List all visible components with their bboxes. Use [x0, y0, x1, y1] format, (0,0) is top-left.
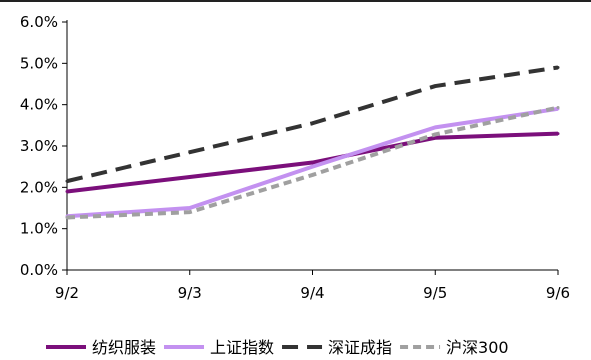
y-tick-label: 5.0% [20, 54, 58, 72]
series-3-point [433, 84, 437, 88]
x-tick-label: 9/5 [423, 284, 447, 302]
y-tick-label: 2.0% [20, 178, 58, 196]
series-4-point [188, 210, 192, 214]
x-tick-label: 9/3 [178, 284, 202, 302]
y-tick-label: 4.0% [20, 96, 58, 114]
series-1-point [311, 161, 314, 165]
legend-label-1: 纺织服装 [92, 338, 156, 357]
series-1-point [65, 189, 69, 193]
series-1-point [556, 132, 560, 136]
legend-label-4: 沪深300 [446, 338, 509, 357]
series-4-point [311, 173, 314, 177]
series-4-point [65, 216, 69, 220]
top-border-line [0, 0, 591, 2]
legend-label-2: 上证指数 [210, 338, 274, 357]
series-3-point [65, 179, 69, 183]
series-1-point [433, 136, 437, 140]
legend: 纺织服装 上证指数 深证成指 沪深300 [46, 338, 509, 357]
series-4-point [556, 106, 560, 110]
series-1-point [188, 175, 192, 179]
series-2-point [311, 165, 314, 169]
x-tick-label: 9/6 [546, 284, 570, 302]
y-tick-label: 3.0% [20, 137, 58, 155]
x-tick-label: 9/2 [55, 284, 79, 302]
series-3-point [556, 65, 560, 69]
series-3-point [188, 150, 192, 154]
y-tick-label: 0.0% [20, 261, 58, 279]
axes [62, 20, 559, 275]
y-axis-tick-labels: 0.0% 1.0% 2.0% 3.0% 4.0% 5.0% 6.0% [20, 13, 58, 279]
series-lines [65, 65, 560, 220]
y-tick-label: 1.0% [20, 220, 58, 238]
series-2-point [433, 125, 437, 129]
series-4-point [433, 132, 437, 136]
series-2-point [188, 206, 192, 210]
x-axis-tick-labels: 9/2 9/3 9/4 9/5 9/6 [55, 284, 570, 302]
series-3-point [311, 121, 314, 125]
legend-label-3: 深证成指 [328, 338, 392, 357]
y-tick-label: 6.0% [20, 13, 58, 31]
x-tick-label: 9/4 [300, 284, 324, 302]
